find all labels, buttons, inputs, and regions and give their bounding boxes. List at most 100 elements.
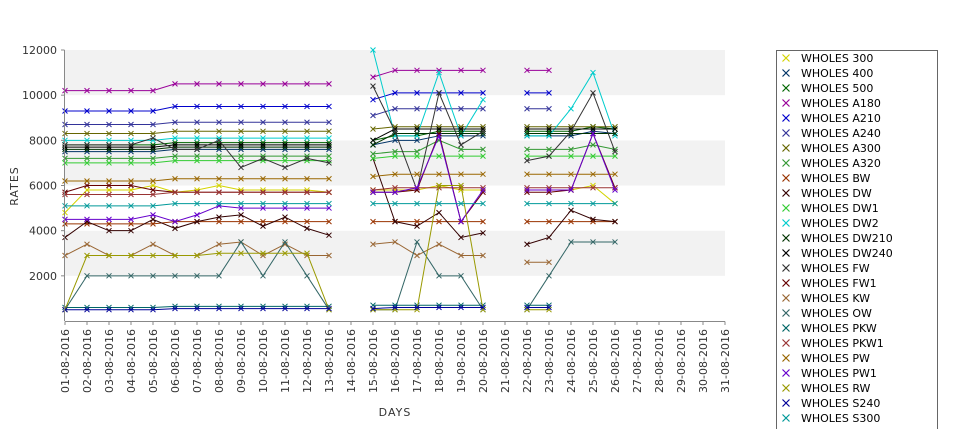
data-point (84, 306, 90, 313)
data-point (414, 171, 420, 178)
x-tick-label: 14-08-2016 (345, 329, 358, 393)
data-point (304, 153, 310, 159)
x-tick-label: 12-08-2016 (301, 329, 314, 393)
data-point (436, 218, 442, 225)
data-point (106, 108, 112, 114)
data-point (84, 130, 90, 137)
series-wholes-dw240 (62, 126, 618, 150)
data-point (150, 135, 156, 141)
data-point (216, 157, 222, 164)
data-point (172, 141, 178, 148)
data-point (546, 302, 552, 309)
data-point (216, 303, 222, 310)
legend-marker (782, 279, 790, 287)
series-layer (62, 47, 618, 313)
series-line (373, 134, 484, 223)
data-point (260, 303, 266, 310)
data-point (282, 153, 288, 159)
data-point (414, 67, 420, 74)
legend-item: WHOLES DW (782, 187, 872, 200)
legend-marker (782, 234, 790, 242)
data-point (392, 239, 398, 245)
data-point (524, 157, 530, 164)
data-point (546, 259, 552, 266)
data-point (370, 305, 376, 312)
data-point (546, 90, 552, 96)
data-point (194, 305, 200, 312)
legend-marker (782, 204, 790, 212)
data-point (480, 123, 486, 130)
data-point (84, 141, 90, 148)
data-point (304, 139, 310, 146)
legend-item: WHOLES 300 (782, 52, 873, 65)
data-point (84, 252, 90, 259)
data-point (524, 171, 530, 178)
data-point (590, 200, 596, 207)
data-point (150, 221, 156, 227)
data-point (524, 128, 530, 135)
data-point (304, 189, 310, 196)
data-point (414, 239, 420, 245)
data-point (480, 132, 486, 139)
data-point (238, 164, 244, 171)
legend-marker (782, 264, 790, 272)
data-point (458, 252, 464, 259)
data-point (260, 153, 266, 159)
data-point (392, 189, 398, 196)
data-point (546, 128, 552, 135)
series-wholes-a240 (62, 105, 552, 128)
data-point (106, 146, 112, 153)
legend-marker (782, 114, 790, 122)
data-point (260, 144, 266, 150)
data-point (546, 126, 552, 132)
data-point (84, 137, 90, 144)
data-point (194, 81, 200, 87)
data-point (546, 218, 552, 225)
data-point (172, 305, 178, 312)
data-point (458, 90, 464, 96)
data-point (238, 200, 244, 207)
data-point (524, 218, 530, 225)
legend-label: WHOLES 400 (801, 67, 873, 80)
data-point (524, 67, 530, 74)
legend-label: WHOLES OW (801, 307, 872, 320)
data-point (194, 212, 200, 218)
data-point (194, 187, 200, 193)
data-point (194, 146, 200, 153)
data-point (524, 189, 530, 196)
series-wholes-s300 (62, 200, 618, 209)
data-point (172, 225, 178, 232)
data-point (216, 214, 222, 220)
data-point (128, 121, 134, 128)
series-line (372, 49, 484, 137)
x-tick-label: 18-08-2016 (433, 329, 446, 393)
data-point (106, 252, 112, 259)
data-point (370, 74, 376, 80)
data-point (84, 178, 90, 184)
data-point (216, 135, 222, 141)
data-point (458, 130, 464, 137)
data-point (546, 130, 552, 137)
data-point (150, 212, 156, 218)
data-point (546, 171, 552, 178)
data-point (436, 69, 442, 76)
data-point (106, 141, 112, 148)
data-point (392, 184, 398, 191)
data-point (194, 252, 200, 259)
data-point (546, 272, 552, 279)
data-point (568, 153, 574, 159)
legend-marker (782, 99, 790, 107)
data-point (282, 189, 288, 196)
x-tick-label: 17-08-2016 (411, 329, 424, 393)
data-point (84, 148, 90, 155)
data-point (524, 132, 530, 139)
data-point (194, 139, 200, 146)
data-point (436, 128, 442, 135)
series-wholes-s240 (62, 304, 552, 313)
legend-item: WHOLES A240 (782, 127, 881, 140)
x-tick-label: 08-08-2016 (213, 329, 226, 393)
data-point (326, 119, 332, 126)
data-point (150, 182, 156, 189)
legend-item: WHOLES KW (782, 292, 870, 305)
legend-label: WHOLES A320 (801, 157, 881, 170)
